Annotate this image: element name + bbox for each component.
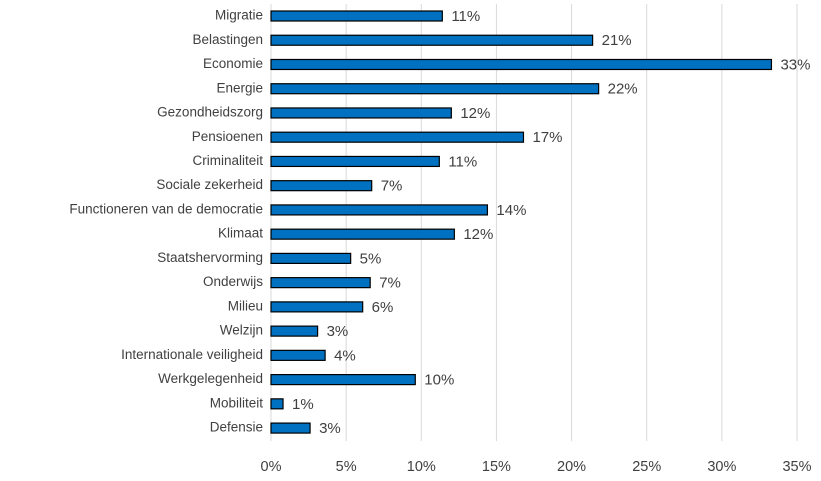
x-tick-label: 30% [707, 459, 736, 475]
data-label: 12% [460, 105, 490, 122]
category-label: Pensioenen [192, 129, 263, 144]
bar [270, 58, 773, 71]
bar [270, 252, 352, 264]
bar [270, 34, 594, 46]
category-label: Belastingen [192, 32, 263, 47]
data-label: 7% [381, 178, 403, 195]
bar [270, 180, 373, 192]
category-label: Migratie [215, 8, 263, 23]
category-label: Klimaat [218, 226, 263, 241]
category-label: Milieu [228, 298, 263, 313]
category-label: Sociale zekerheid [156, 177, 263, 192]
data-label: 1% [292, 396, 314, 413]
data-label: 5% [360, 250, 382, 267]
bar [270, 107, 452, 119]
data-label: 21% [602, 32, 632, 49]
x-tick-label: 5% [336, 459, 357, 475]
data-label: 33% [780, 56, 810, 73]
bar [270, 349, 326, 361]
category-label: Welzijn [220, 323, 263, 338]
category-label: Onderwijs [203, 274, 263, 289]
category-label: Functioneren van de democratie [69, 201, 263, 216]
category-label: Energie [216, 80, 263, 95]
x-tick-label: 20% [557, 459, 586, 475]
data-label: 14% [496, 202, 526, 219]
category-label: Werkgelegenheid [158, 371, 263, 386]
data-label: 10% [424, 372, 454, 389]
category-label: Staatshervorming [157, 250, 263, 265]
x-tick-label: 15% [482, 459, 511, 475]
data-label: 17% [532, 129, 562, 146]
x-tick-label: 0% [261, 459, 282, 475]
x-tick-label: 10% [407, 459, 436, 475]
category-label: Economie [203, 56, 263, 71]
data-label: 7% [379, 275, 401, 292]
bar [270, 277, 371, 289]
bar [270, 204, 489, 216]
bar [270, 131, 525, 143]
bar [270, 228, 455, 240]
category-label: Mobiliteit [210, 395, 264, 410]
bar [270, 155, 440, 168]
bar [270, 83, 600, 95]
data-label: 4% [334, 347, 356, 364]
bar [270, 374, 416, 386]
x-tick-label: 25% [632, 459, 661, 475]
bar [270, 301, 364, 313]
data-label: 22% [608, 81, 638, 98]
data-label: 11% [448, 153, 477, 170]
category-label: Gezondheidszorg [157, 105, 263, 120]
data-label: 3% [319, 420, 341, 437]
bar [270, 10, 443, 22]
data-label: 6% [372, 299, 394, 316]
data-label: 12% [463, 226, 493, 243]
bar [270, 398, 284, 410]
data-label: 11% [451, 8, 480, 25]
bar [270, 325, 319, 337]
category-label: Defensie [210, 420, 263, 435]
bar [270, 422, 311, 434]
x-tick-label: 35% [782, 459, 811, 475]
category-label: Internationale veiligheid [121, 347, 263, 362]
data-label: 3% [327, 323, 349, 340]
category-label: Criminaliteit [192, 153, 263, 168]
